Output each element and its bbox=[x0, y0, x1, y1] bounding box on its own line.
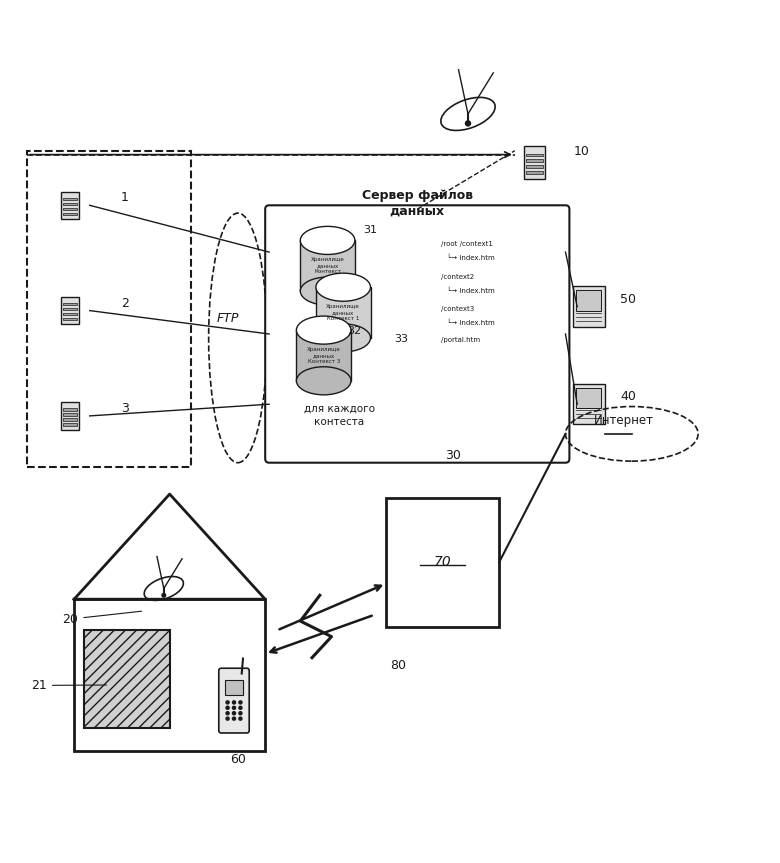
Circle shape bbox=[466, 121, 470, 126]
Bar bbox=[63, 203, 77, 205]
Text: 70: 70 bbox=[434, 555, 452, 570]
Text: /portal.htm: /portal.htm bbox=[441, 337, 480, 343]
Ellipse shape bbox=[300, 226, 355, 255]
Text: 32: 32 bbox=[347, 326, 361, 336]
Circle shape bbox=[239, 706, 242, 709]
Text: 33: 33 bbox=[394, 334, 408, 343]
Circle shape bbox=[239, 712, 242, 715]
Text: 1: 1 bbox=[121, 192, 129, 205]
Bar bbox=[526, 154, 543, 156]
Circle shape bbox=[239, 701, 242, 704]
Bar bbox=[27, 151, 191, 467]
Circle shape bbox=[226, 717, 229, 720]
Text: 40: 40 bbox=[620, 390, 636, 403]
Bar bbox=[524, 146, 544, 179]
Bar bbox=[63, 308, 77, 311]
Bar bbox=[62, 192, 79, 219]
Text: 2: 2 bbox=[121, 297, 129, 310]
Text: 20: 20 bbox=[62, 611, 141, 626]
Text: /context2: /context2 bbox=[441, 274, 473, 280]
Text: данных: данных bbox=[390, 205, 445, 217]
Ellipse shape bbox=[316, 274, 370, 301]
Text: 31: 31 bbox=[363, 224, 377, 235]
Circle shape bbox=[232, 706, 236, 709]
Bar bbox=[296, 331, 351, 381]
FancyBboxPatch shape bbox=[265, 205, 569, 463]
Ellipse shape bbox=[296, 367, 351, 395]
Bar bbox=[63, 212, 77, 215]
Text: 50: 50 bbox=[620, 293, 636, 306]
Bar bbox=[576, 291, 601, 311]
Text: Хранилище
данных
Контекст 1: Хранилище данных Контекст 1 bbox=[326, 305, 360, 321]
Bar bbox=[573, 287, 604, 327]
Bar bbox=[386, 498, 499, 627]
Bar bbox=[63, 413, 77, 416]
Bar bbox=[526, 166, 543, 168]
Ellipse shape bbox=[296, 316, 351, 344]
Bar bbox=[63, 424, 77, 425]
Ellipse shape bbox=[316, 324, 370, 352]
Circle shape bbox=[239, 717, 242, 720]
Bar bbox=[225, 679, 243, 695]
Bar bbox=[63, 208, 77, 210]
Text: контеста: контеста bbox=[314, 417, 364, 427]
Text: 10: 10 bbox=[573, 145, 589, 158]
Circle shape bbox=[226, 701, 229, 704]
Circle shape bbox=[232, 701, 236, 704]
FancyBboxPatch shape bbox=[218, 668, 249, 733]
Bar bbox=[63, 198, 77, 200]
Circle shape bbox=[232, 712, 236, 715]
Bar bbox=[576, 388, 601, 408]
Text: Интернет: Интернет bbox=[594, 414, 654, 427]
Bar bbox=[63, 313, 77, 315]
Text: 21: 21 bbox=[31, 679, 106, 692]
Bar bbox=[83, 630, 170, 728]
Text: Сервер файлов: Сервер файлов bbox=[362, 189, 473, 202]
Circle shape bbox=[226, 712, 229, 715]
Text: └→ Index.htm: └→ Index.htm bbox=[447, 288, 495, 294]
Circle shape bbox=[162, 594, 165, 597]
Bar bbox=[63, 318, 77, 320]
Ellipse shape bbox=[300, 277, 355, 306]
Text: /context3: /context3 bbox=[441, 306, 474, 312]
Bar bbox=[316, 287, 370, 338]
Bar bbox=[63, 408, 77, 411]
Circle shape bbox=[226, 706, 229, 709]
Text: Хранилище
данных
Контекст: Хранилище данных Контекст bbox=[310, 257, 345, 274]
Circle shape bbox=[232, 717, 236, 720]
Bar bbox=[63, 419, 77, 420]
Text: для каждого: для каждого bbox=[303, 404, 375, 414]
Text: └→ Index.htm: └→ Index.htm bbox=[447, 255, 495, 261]
Text: 80: 80 bbox=[390, 659, 406, 672]
Bar bbox=[62, 297, 79, 324]
Bar bbox=[74, 599, 265, 752]
Bar bbox=[63, 303, 77, 306]
Bar bbox=[62, 402, 79, 430]
Text: Хранилище
данных
Контекст 3: Хранилище данных Контекст 3 bbox=[307, 347, 341, 363]
Bar bbox=[526, 171, 543, 173]
Bar bbox=[573, 384, 604, 425]
Text: 3: 3 bbox=[121, 402, 129, 415]
Text: FTP: FTP bbox=[217, 312, 239, 325]
Text: /root /context1: /root /context1 bbox=[441, 241, 493, 247]
Bar bbox=[300, 241, 355, 291]
Text: 30: 30 bbox=[445, 449, 460, 462]
Text: 60: 60 bbox=[230, 753, 246, 766]
Text: └→ Index.htm: └→ Index.htm bbox=[447, 320, 495, 326]
Bar bbox=[526, 160, 543, 162]
